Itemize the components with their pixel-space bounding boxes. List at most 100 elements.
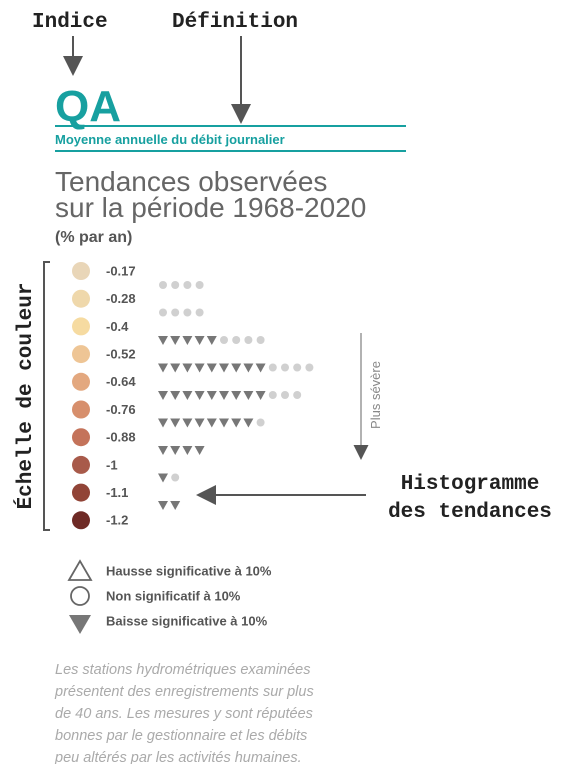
down-triangle [231,363,242,373]
severity-annotation: Plus sévère [368,361,383,429]
down-triangle [182,336,193,345]
down-triangle [206,363,217,373]
dot [183,281,192,289]
down-triangle [255,363,266,373]
histogram-annotation: Histogramme [401,473,540,496]
down-triangle [243,391,254,400]
decrease-count [158,336,217,345]
dot [220,336,228,344]
down-triangle [182,446,193,455]
dot [256,336,265,344]
bracket [43,261,50,531]
decrease-count [158,363,266,373]
decrease-count [158,501,181,510]
scale-label: -0.88 [106,430,136,445]
down-triangle [170,418,181,428]
down-triangle [170,336,181,345]
decrease-count [158,473,168,483]
footnote-line: bonnes par le gestionnaire et les débits [55,728,307,744]
down-triangle [170,446,181,455]
down-triangle [219,363,229,373]
legend-label: Hausse significative à 10% [106,563,272,578]
down-triangle [255,391,266,400]
color-swatch [72,511,90,530]
down-triangle [170,501,181,510]
down-triangle [158,446,168,455]
scale-label: -0.28 [106,291,136,306]
color-swatch [72,262,90,280]
color-swatch [72,345,90,364]
dot [195,281,204,289]
scale-label: -0.76 [106,402,136,417]
color-swatch [72,289,90,308]
down-triangle [158,501,168,510]
dynamic: -0.17 -0.28 -0.4 -0.52 -0.64 -0.76 -0.88 -1 -1.1… [54,262,314,764]
dot [268,391,277,399]
footnote-line: présentent des enregistrements sur plus [54,684,314,700]
down-triangle [219,391,229,400]
title: Tendances observées [55,166,327,197]
down-triangle [158,418,168,428]
down-triangle [158,473,168,483]
not-significant-count [171,473,180,482]
down-triangle [206,336,217,345]
dot [256,418,265,427]
color-swatch [72,455,90,474]
down-triangle [194,446,205,455]
down-triangle [158,363,168,373]
not-significant-count [220,336,265,344]
scale-label: -0.4 [106,319,129,334]
down-triangle [158,391,168,400]
dot [171,308,180,317]
color-swatch [72,428,90,447]
scale-label: -1.1 [106,485,128,500]
decrease-count [158,446,205,455]
circle-symbol [70,586,90,606]
up-triangle-symbol [67,559,93,581]
code: QA [55,82,121,131]
down-triangle [170,363,181,373]
dot [281,363,289,372]
down-triangle [170,391,181,400]
not-significant-count [256,418,265,427]
dot [305,363,314,372]
down-triangle [231,391,242,400]
down-triangle [206,391,217,400]
scale-label: -1 [106,457,118,472]
down-triangle [158,336,168,345]
histogram-annotation: des tendances [388,501,552,524]
footnote-line: Les stations hydrométriques examinées [55,662,311,678]
dot [293,363,302,372]
dot [281,391,289,399]
footnote-line: peu altérés par les activités humaines. [54,750,302,764]
down-triangle [243,363,254,373]
dot [159,281,167,289]
title: sur la période 1968-2020 [55,192,366,223]
not-significant-count [268,391,302,399]
legend-label: Baisse significative à 10% [106,613,268,628]
down-triangle [206,418,217,428]
color-swatch [72,317,90,336]
decrease-count [158,391,266,400]
down-triangle [219,418,229,428]
color-swatch [72,483,90,502]
down-triangle [194,363,205,373]
scale-label: -0.52 [106,347,136,362]
decrease-count [158,418,254,428]
color-swatch [72,372,90,391]
down-triangle-symbol [69,615,91,634]
not-significant-count [159,281,204,289]
color-scale-annotation: Échelle de couleur [14,283,38,510]
dot [159,308,167,317]
dot [195,308,204,317]
dot [268,363,277,372]
dot [171,281,180,289]
scale-label: -1.2 [106,513,128,528]
down-triangle [182,391,193,400]
down-triangle [194,391,205,400]
legend-label: Non significatif à 10% [106,588,241,603]
not-significant-count [159,308,204,317]
down-triangle [194,336,205,345]
dot [232,336,241,344]
